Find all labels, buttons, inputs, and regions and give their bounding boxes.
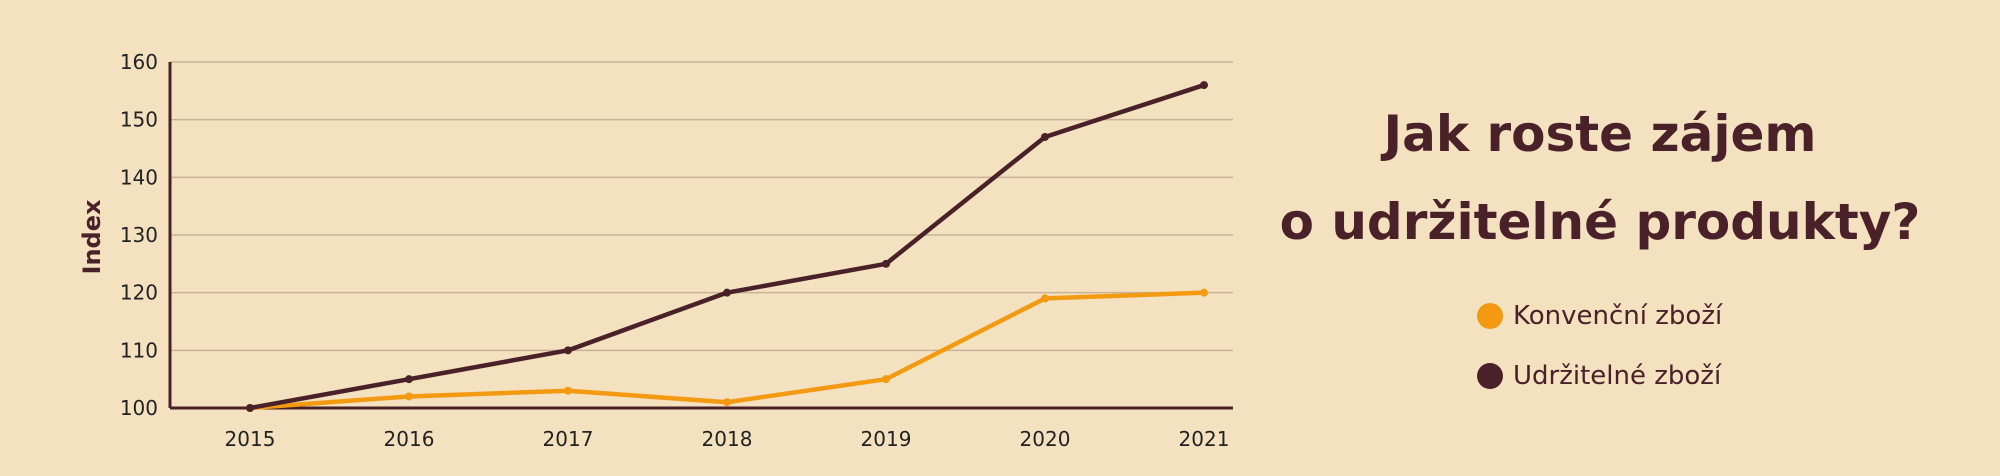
- series-0-point-2017: [564, 386, 572, 395]
- series-0-point-2019: [882, 375, 890, 384]
- x-tick-2016: 2016: [384, 427, 435, 451]
- series-1-point-2017: [564, 346, 572, 355]
- series-1-point-2016: [405, 375, 413, 384]
- legend-item-udrzitelne: Udržitelné zboží: [1477, 346, 1722, 406]
- y-tick-110: 110: [120, 338, 158, 362]
- legend-item-konvencni: Konvenční zboží: [1477, 286, 1722, 346]
- chart-title-line-2: o udržitelné produkty?: [1279, 193, 1921, 251]
- y-tick-120: 120: [120, 281, 158, 305]
- x-tick-2020: 2020: [1020, 427, 1071, 451]
- series-0-point-2018: [723, 398, 731, 407]
- x-tick-2017: 2017: [543, 427, 594, 451]
- legend-swatch-udrzitelne: [1477, 363, 1503, 389]
- x-tick-2018: 2018: [702, 427, 753, 451]
- legend-label-konvencni: Konvenční zboží: [1513, 301, 1723, 331]
- y-tick-130: 130: [120, 223, 158, 247]
- series-1-point-2019: [882, 259, 890, 268]
- series-1-point-2020: [1041, 132, 1049, 141]
- chart-title: Jak roste zájem o udržitelné produkty?: [1250, 90, 1950, 266]
- legend-swatch-konvencni: [1477, 303, 1503, 329]
- gridlines: [170, 61, 1233, 352]
- y-tick-labels: 100 110 120 130 140 150 160: [120, 50, 158, 420]
- series-line-1: [249, 82, 1205, 411]
- series-1-point-2021: [1200, 81, 1208, 90]
- y-tick-140: 140: [120, 165, 158, 189]
- series-0-point-2021: [1200, 288, 1208, 297]
- y-tick-100: 100: [120, 396, 158, 420]
- y-tick-160: 160: [120, 50, 158, 74]
- chart-title-line-1: Jak roste zájem: [1383, 105, 1817, 163]
- series-0-point-2016: [405, 392, 413, 401]
- series-1-point-2018: [723, 288, 731, 297]
- x-tick-2019: 2019: [861, 427, 912, 451]
- x-tick-2015: 2015: [225, 427, 276, 451]
- y-tick-150: 150: [120, 108, 158, 132]
- series-group: [246, 81, 1208, 412]
- legend-label-udrzitelne: Udržitelné zboží: [1513, 361, 1722, 391]
- series-0-point-2020: [1041, 294, 1049, 303]
- x-tick-2021: 2021: [1179, 427, 1230, 451]
- legend: Konvenční zboží Udržitelné zboží: [1477, 286, 1722, 406]
- series-1-point-2015: [246, 404, 254, 412]
- x-tick-labels: 2015 2016 2017 2018 2019 2020 2021: [225, 427, 1230, 451]
- y-axis-label: Index: [78, 199, 106, 274]
